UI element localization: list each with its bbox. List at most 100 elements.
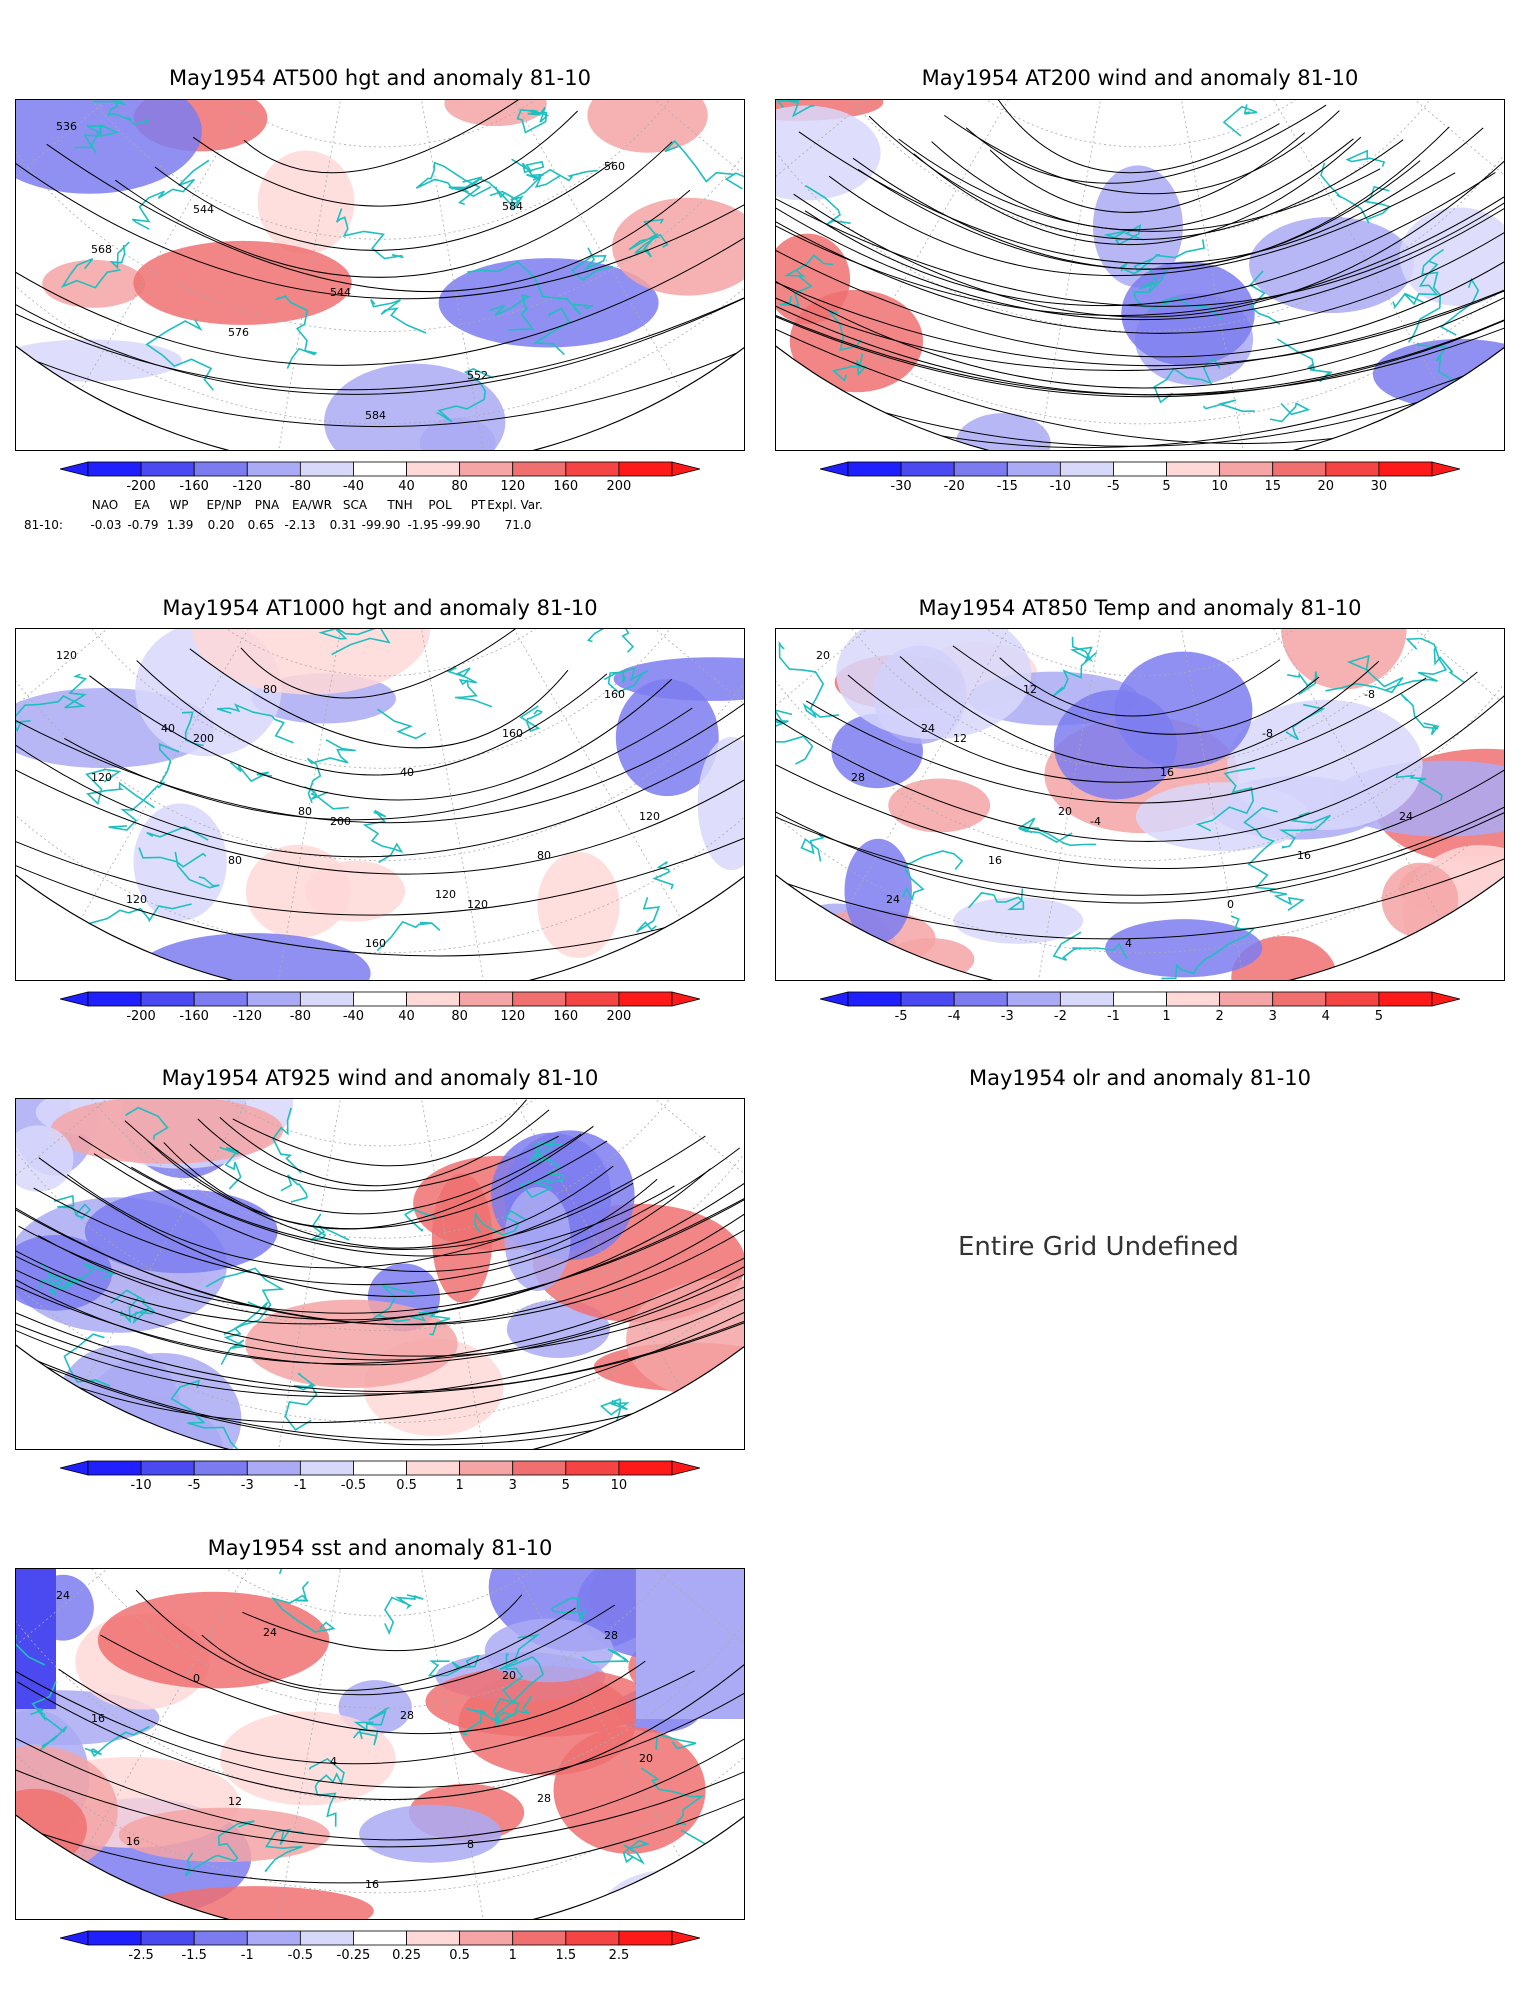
coastline	[581, 1648, 630, 1664]
contour-line	[242, 1594, 523, 1652]
anomaly-shading	[506, 1299, 610, 1359]
anomaly-shading	[220, 1711, 396, 1806]
colorbar-swatch	[900, 461, 955, 477]
contour-line	[16, 250, 744, 395]
contour-label: 160	[604, 688, 625, 701]
colorbar-tick-label: -1.5	[181, 1948, 206, 1963]
anomaly-shading	[488, 1569, 669, 1652]
contour-line	[16, 1692, 744, 1884]
contour-label: 160	[502, 727, 523, 740]
colorbar-tick-label: -80	[290, 479, 311, 494]
anomaly-shading	[324, 363, 506, 450]
map-content: 24 0 4 8 28 16 12 16 20 20 16 24 28 28 28	[16, 1569, 744, 1919]
teleconnection-header: EA	[134, 498, 150, 512]
colorbar-tick-label: 2	[1215, 1009, 1223, 1024]
contour-line	[793, 155, 1504, 318]
map-hgt1000-svg: 120 200 200 120 160 120 80 160 160 120 120 80 40 80 0 4…	[16, 629, 744, 980]
contour-label: 568	[91, 243, 112, 256]
coastline	[570, 247, 614, 281]
coastline	[264, 1828, 304, 1873]
colorbar-arrow-right	[671, 1930, 701, 1946]
coastline	[776, 708, 814, 765]
anomaly-shading	[16, 100, 202, 194]
teleconnection-header: PNA	[254, 498, 280, 512]
contour-line	[16, 1200, 744, 1365]
anomaly-shading	[1227, 699, 1423, 830]
anomaly-shading	[42, 259, 145, 308]
colorbar-tick-label: -1	[1107, 1009, 1120, 1024]
colorbar-swatch	[193, 991, 248, 1007]
contour-label: 584	[365, 409, 386, 422]
contour-label: 40	[400, 766, 414, 779]
colorbar-sst-svg: -2.5 -1.5 -1 -0.5 -0.25 0.25 0.5 1 1.5 2.5	[59, 1930, 701, 1963]
colorbar-tick-label: -40	[343, 479, 364, 494]
colorbar-wind925: -10 -5 -3 -1 -0.5 0.5 1 3 5 10	[59, 1459, 701, 1497]
contour-line	[146, 1139, 608, 1230]
anomaly-shading	[484, 1618, 614, 1683]
colorbar-tick-label: -5	[188, 1478, 201, 1493]
contour-label: 4	[330, 1755, 337, 1768]
colorbar-arrow-left	[59, 991, 89, 1007]
colorbar-tick-label: -30	[890, 479, 911, 494]
colorbar-tick-label: -2.5	[128, 1948, 153, 1963]
contour-label: 560	[604, 160, 625, 173]
contour-line	[931, 138, 1354, 231]
colorbar-swatch	[459, 1460, 514, 1476]
olr-undefined-message: Entire Grid Undefined	[958, 1232, 1239, 1262]
coastline	[805, 184, 851, 225]
contour-label: 28	[537, 1792, 551, 1805]
colorbar-tick-label: -3	[241, 1478, 254, 1493]
anomaly-shading	[888, 778, 991, 833]
coastline	[1161, 915, 1256, 980]
colorbar-arrow-left	[59, 1930, 89, 1946]
coastline	[1243, 806, 1278, 890]
contour-label: 544	[193, 203, 214, 216]
coastline	[1385, 637, 1448, 691]
contour-label: 80	[263, 683, 277, 696]
colorbar-swatch	[406, 1460, 461, 1476]
contour-label: 80	[537, 849, 551, 862]
coastline	[1052, 931, 1128, 961]
colorbar-swatch	[193, 461, 248, 477]
anomaly-shading	[504, 1187, 571, 1291]
colorbar-swatch	[246, 991, 301, 1007]
coastline	[377, 708, 427, 740]
coastline	[1345, 149, 1386, 167]
contour-line	[131, 1166, 634, 1250]
contour-label: 120	[126, 893, 147, 906]
contour-label: 8	[467, 1838, 474, 1851]
contour-label: 20	[1058, 805, 1072, 818]
colorbar-tick-label: 1	[455, 1478, 463, 1493]
map-content: 120 200 200 120 160 120 80 160 160 120 120 80 40 80 0 4…	[16, 629, 744, 980]
teleconnection-value: 71.0	[504, 518, 532, 532]
colorbar-swatch	[140, 461, 195, 477]
contour-label: 120	[91, 771, 112, 784]
contour-label: 120	[467, 898, 488, 911]
contour-line	[16, 1187, 744, 1392]
colorbar-tick-label: -1	[241, 1948, 254, 1963]
panel-title-hgt500: May1954 AT500 hgt and anomaly 81-10	[169, 66, 591, 90]
colorbar-tick-label: 0.25	[392, 1948, 421, 1963]
coastline	[1017, 817, 1097, 847]
coastline	[652, 861, 674, 890]
contour-line	[798, 127, 1484, 265]
panel-title-temp850: May1954 AT850 Temp and anomaly 81-10	[918, 596, 1362, 620]
anomaly-shading	[1121, 261, 1255, 366]
coastline	[60, 258, 121, 289]
colorbar-tick-label: -3	[1001, 1009, 1014, 1024]
contour-line	[219, 1109, 550, 1187]
colorbar-tick-label: 40	[398, 479, 415, 494]
teleconnection-header: NAO	[91, 498, 119, 512]
contour-label: 20	[502, 1669, 516, 1682]
contour-label: 12	[1023, 683, 1037, 696]
graticule	[1140, 629, 1442, 919]
teleconnection-value: -0.79	[127, 518, 159, 532]
coastline	[1249, 270, 1281, 325]
contour-line	[17, 1655, 744, 1800]
colorbar-tick-label: -4	[948, 1009, 961, 1024]
contour-line	[776, 258, 1504, 447]
contour-label: 200	[330, 815, 351, 828]
coastline	[184, 1820, 255, 1877]
panel-title-hgt1000: May1954 AT1000 hgt and anomaly 81-10	[162, 596, 598, 620]
colorbar-swatch	[1378, 991, 1433, 1007]
